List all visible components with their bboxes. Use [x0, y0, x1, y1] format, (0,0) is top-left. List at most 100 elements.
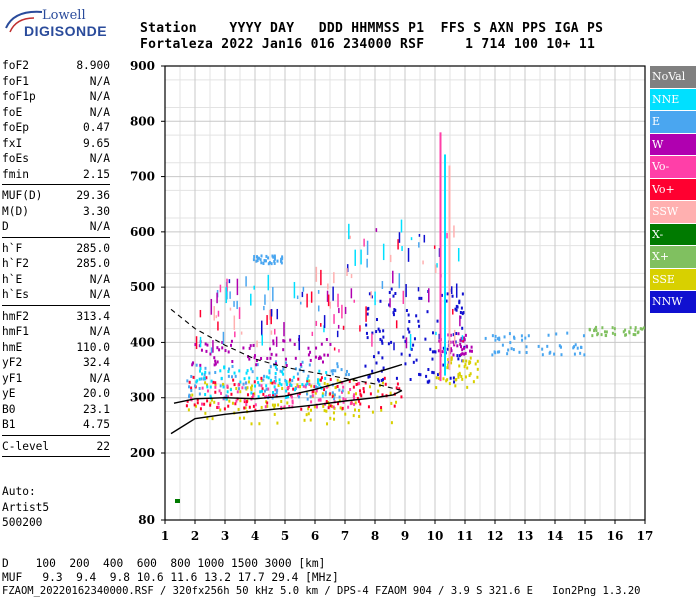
echo-point	[243, 400, 246, 404]
parameter-value: 22	[96, 439, 110, 453]
echo-point	[494, 338, 497, 342]
echo-point	[316, 378, 319, 382]
echo-point	[576, 346, 579, 350]
echo-point	[347, 405, 350, 409]
echo-point	[461, 292, 464, 296]
echo-point	[228, 399, 231, 403]
echo-streak	[336, 330, 339, 338]
echo-point	[317, 357, 320, 361]
echo-point	[243, 398, 246, 402]
echo-point	[214, 359, 217, 363]
echo-point	[188, 395, 191, 399]
echo-streak	[350, 288, 353, 299]
echo-point	[496, 337, 499, 341]
artist-version: Artist5	[2, 500, 50, 514]
parameter-value: 8.900	[76, 59, 110, 72]
echo-point	[280, 399, 283, 403]
parameter-label: yE	[2, 387, 16, 400]
echo-point	[275, 362, 278, 366]
echo-point	[200, 348, 203, 352]
echo-point	[407, 327, 410, 331]
echo-streak	[402, 290, 405, 304]
echo-point	[306, 379, 309, 383]
echo-point	[331, 372, 334, 376]
echo-point	[306, 392, 309, 396]
echo-streak	[217, 321, 219, 331]
echo-point	[321, 392, 324, 396]
echo-point	[299, 363, 302, 367]
echo-point	[248, 346, 251, 350]
echo-point	[326, 385, 329, 389]
echo-point	[217, 405, 220, 409]
echo-point	[461, 348, 464, 352]
echo-point	[219, 384, 222, 388]
legend-entry-x-7: X-	[650, 223, 696, 245]
echo-point	[634, 328, 637, 332]
echo-point	[359, 389, 362, 393]
echo-point	[452, 376, 455, 380]
echo-point	[326, 382, 329, 386]
echo-streak	[359, 325, 361, 332]
echo-point	[323, 381, 326, 385]
echo-point	[454, 384, 457, 388]
echo-point	[322, 404, 325, 408]
echo-point	[292, 375, 295, 379]
echo-point	[287, 392, 290, 396]
echo-point	[276, 259, 279, 263]
echo-streak	[329, 301, 331, 309]
x-tick-label: 17	[637, 529, 654, 543]
echo-point	[278, 381, 281, 385]
echo-point	[226, 390, 229, 394]
echo-point	[381, 356, 384, 360]
echo-streak	[428, 288, 430, 303]
echo-point	[380, 339, 383, 343]
echo-point	[260, 379, 263, 383]
parameter-value: 285.0	[76, 241, 110, 255]
echo-point	[469, 349, 472, 353]
echo-point	[510, 347, 513, 351]
echo-streak	[264, 294, 266, 305]
parameter-row: hmE 110.0	[2, 340, 110, 356]
echo-point	[204, 381, 207, 385]
echo-spike	[448, 165, 451, 371]
echo-point	[583, 353, 586, 357]
echo-point	[333, 397, 336, 401]
echo-point	[263, 259, 266, 263]
echo-point	[474, 362, 477, 366]
echo-point	[291, 379, 294, 383]
echo-point	[205, 376, 208, 380]
echo-point	[239, 380, 242, 384]
echo-streak	[261, 334, 264, 346]
echo-point	[330, 369, 333, 373]
echo-point	[194, 384, 197, 388]
echo-point	[313, 385, 316, 389]
echo-point	[468, 373, 471, 377]
parameter-row: MUF(D) 29.36	[2, 188, 110, 204]
echo-point	[252, 404, 255, 408]
echo-point	[221, 341, 224, 345]
echo-point	[442, 363, 445, 367]
echo-point	[560, 353, 563, 357]
echo-point	[341, 389, 344, 393]
echo-streak	[365, 306, 367, 322]
echo-point	[449, 333, 452, 337]
echo-streak	[397, 239, 399, 250]
echo-point	[273, 254, 276, 258]
echo-point	[338, 388, 341, 392]
echo-streak	[392, 270, 394, 284]
echo-streak	[346, 268, 348, 277]
echo-point	[258, 383, 261, 387]
echo-point	[210, 398, 213, 402]
echo-point	[359, 402, 362, 406]
echo-point	[234, 402, 237, 406]
echo-point	[219, 408, 222, 412]
echo-streak	[222, 331, 225, 345]
echo-point	[449, 340, 452, 344]
echo-point	[603, 330, 606, 334]
echo-point	[309, 358, 312, 362]
parameter-row: B1 4.75	[2, 417, 110, 433]
echo-point	[261, 387, 264, 391]
echo-point	[222, 382, 225, 386]
echo-point	[307, 412, 310, 416]
echo-point	[400, 352, 403, 356]
